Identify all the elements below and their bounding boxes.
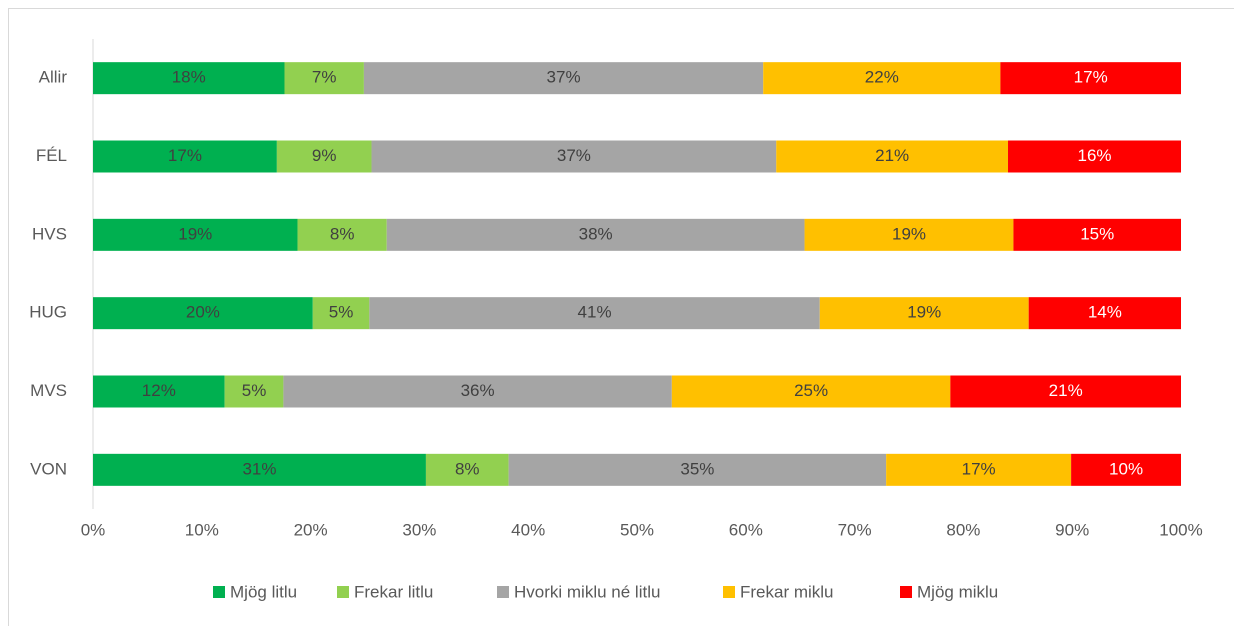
bar-segment [776, 140, 1009, 173]
data-label: 36% [461, 381, 495, 400]
bar-segment [369, 297, 820, 330]
data-label: 35% [680, 459, 714, 478]
bar-segment [93, 375, 225, 408]
data-label: 9% [312, 146, 337, 165]
bar-segment [1013, 218, 1181, 251]
bar-segment [93, 218, 298, 251]
legend-label: Hvorki miklu né litlu [514, 582, 660, 601]
data-label: 19% [178, 224, 212, 243]
data-label: 17% [962, 459, 996, 478]
data-label: 19% [907, 303, 941, 322]
bar-segment [93, 140, 277, 173]
bar-segment [283, 375, 672, 408]
legend-label: Frekar litlu [354, 582, 433, 601]
bar-segment [950, 375, 1181, 408]
data-label: 19% [892, 224, 926, 243]
bar-segment [224, 375, 284, 408]
data-label: 5% [329, 303, 354, 322]
chart-border [8, 8, 1234, 626]
bar-segment [1008, 140, 1181, 173]
bar-segment [819, 297, 1029, 330]
data-label: 14% [1088, 303, 1122, 322]
legend-swatch [497, 586, 509, 598]
data-label: 21% [1049, 381, 1083, 400]
data-label: 37% [557, 146, 591, 165]
legend-swatch [723, 586, 735, 598]
data-label: 8% [330, 224, 355, 243]
data-label: 25% [794, 381, 828, 400]
data-label: 7% [312, 68, 337, 87]
data-label: 17% [168, 146, 202, 165]
data-label: 37% [547, 68, 581, 87]
bar-segment [886, 453, 1072, 486]
data-label: 21% [875, 146, 909, 165]
bar-segment [297, 218, 387, 251]
bar-segment [763, 62, 1001, 95]
data-label: 10% [1109, 459, 1143, 478]
x-tick-label: 0% [81, 520, 106, 539]
x-tick-label: 50% [620, 520, 654, 539]
bar-segment [1000, 62, 1181, 95]
legend-label: Mjög litlu [230, 582, 297, 601]
y-tick-label: HUG [29, 303, 67, 322]
bar-segment [284, 62, 364, 95]
data-label: 22% [865, 68, 899, 87]
bar-segment [1028, 297, 1181, 330]
data-label: 15% [1080, 224, 1114, 243]
bar-segment [1071, 453, 1181, 486]
x-tick-label: 10% [185, 520, 219, 539]
bar-segment [371, 140, 777, 173]
y-tick-label: VON [30, 459, 67, 478]
bar-segment [386, 218, 805, 251]
bar-segment [93, 453, 426, 486]
x-tick-label: 70% [838, 520, 872, 539]
x-tick-label: 40% [511, 520, 545, 539]
data-label: 41% [578, 303, 612, 322]
y-tick-label: MVS [30, 381, 67, 400]
x-tick-label: 60% [729, 520, 763, 539]
legend-label: Mjög miklu [917, 582, 998, 601]
data-label: 5% [242, 381, 267, 400]
bar-segment [276, 140, 372, 173]
legend-swatch [900, 586, 912, 598]
legend-label: Frekar miklu [740, 582, 834, 601]
bar-segment [508, 453, 887, 486]
bar-segment [93, 62, 285, 95]
y-tick-label: HVS [32, 224, 67, 243]
x-tick-label: 90% [1055, 520, 1089, 539]
x-tick-label: 20% [294, 520, 328, 539]
legend-swatch [213, 586, 225, 598]
data-label: 8% [455, 459, 480, 478]
bar-segment [312, 297, 370, 330]
data-label: 38% [579, 224, 613, 243]
bar-segment [804, 218, 1014, 251]
data-label: 16% [1077, 146, 1111, 165]
x-tick-label: 30% [402, 520, 436, 539]
y-tick-label: FÉL [36, 146, 67, 165]
bar-segment [425, 453, 509, 486]
legend-swatch [337, 586, 349, 598]
y-tick-label: Allir [39, 68, 68, 87]
bar-segment [671, 375, 951, 408]
bar-segment [363, 62, 764, 95]
bar-segment [93, 297, 313, 330]
data-label: 20% [186, 303, 220, 322]
data-label: 18% [172, 68, 206, 87]
data-label: 31% [242, 459, 276, 478]
x-tick-label: 100% [1159, 520, 1202, 539]
data-label: 12% [142, 381, 176, 400]
x-tick-label: 80% [946, 520, 980, 539]
data-label: 17% [1074, 68, 1108, 87]
